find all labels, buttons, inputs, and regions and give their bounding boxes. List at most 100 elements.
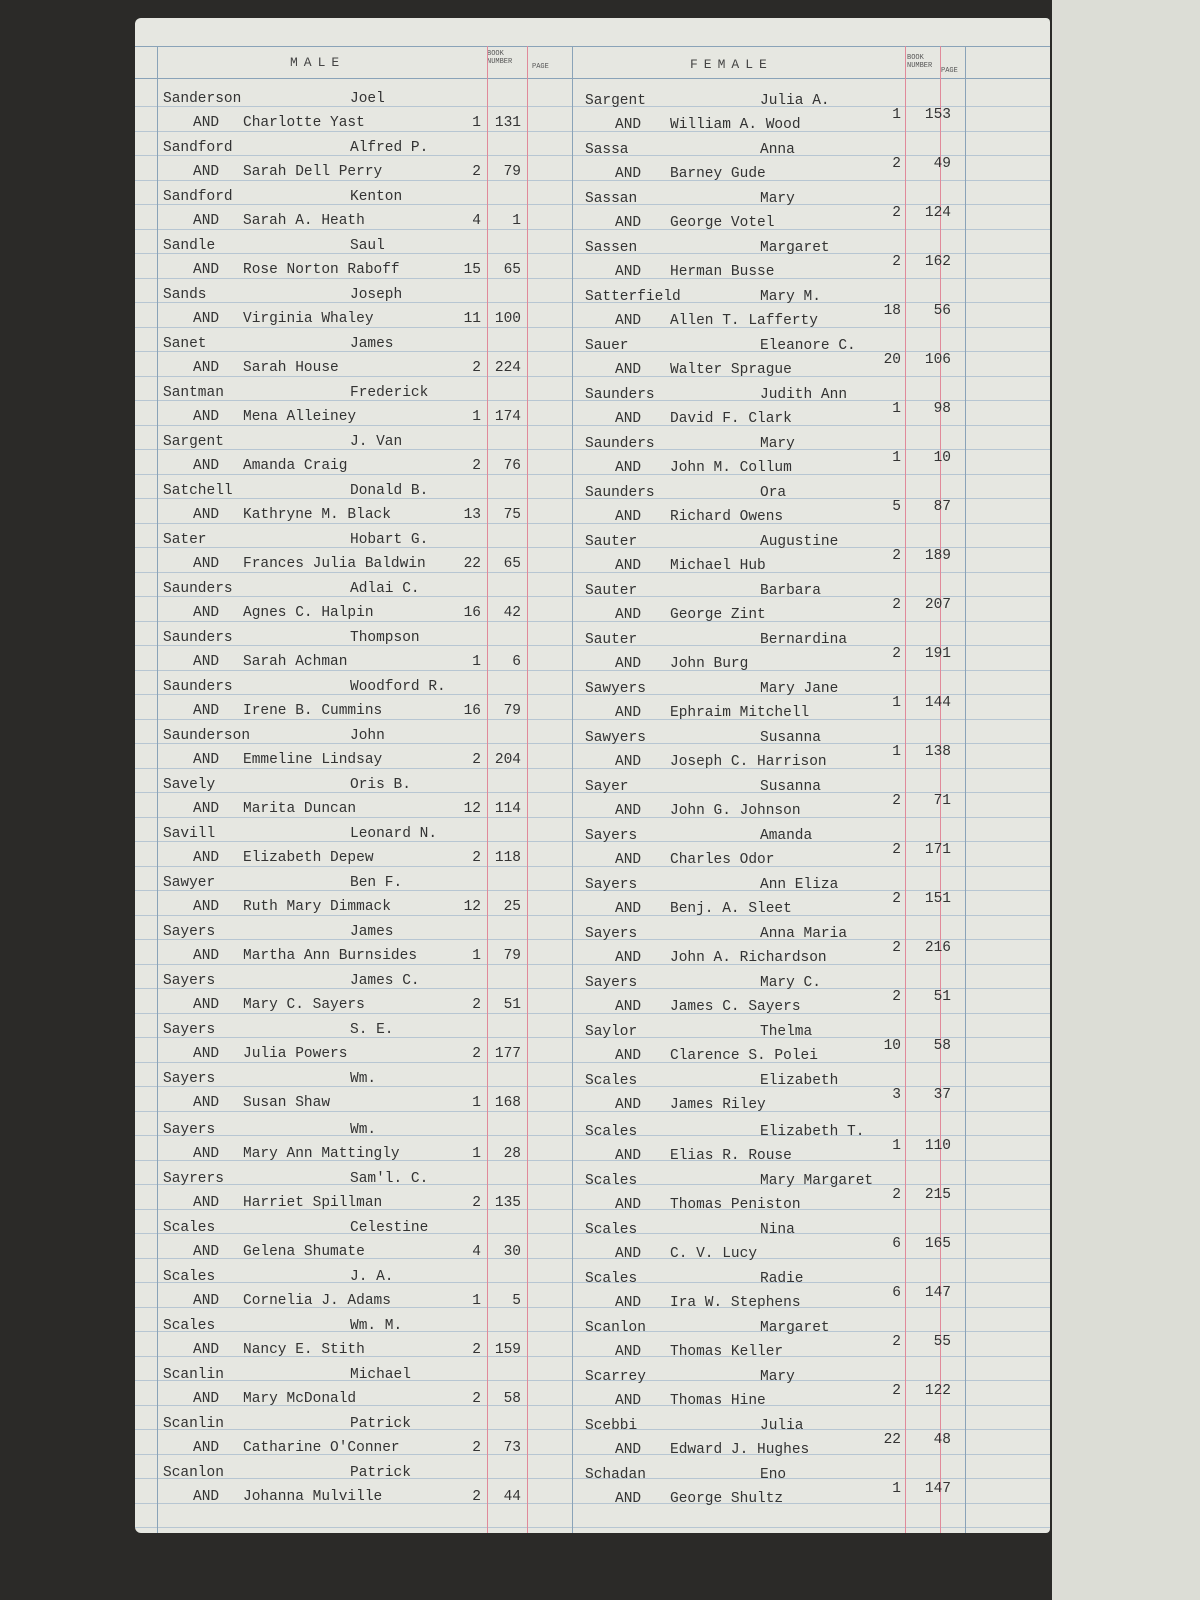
ruled-line (135, 767, 1050, 769)
surname: Sandford (163, 140, 233, 156)
page-number: 51 (503, 997, 521, 1013)
page-number: 171 (924, 842, 951, 858)
ruled-line (135, 155, 1050, 156)
ruled-line (135, 1184, 1050, 1185)
ruled-line (135, 326, 1050, 328)
given-name: Wm. (350, 1122, 377, 1138)
book-number: 2 (472, 458, 481, 474)
header-rule (135, 46, 1050, 47)
surname: Satterfield (585, 289, 681, 305)
page-number: 49 (933, 156, 951, 172)
column-rule (527, 46, 528, 1533)
spouse-name: Barney Gude (670, 166, 766, 182)
spouse-name: Marita Duncan (243, 801, 357, 817)
given-name: Ann Eliza (760, 877, 839, 893)
ruled-line (135, 473, 1050, 475)
and-word: AND (615, 803, 642, 819)
page-number: 165 (924, 1236, 951, 1252)
given-name: Thompson (350, 630, 420, 646)
page-number: 42 (503, 605, 521, 621)
book-number: 3 (892, 1087, 901, 1103)
ruled-line (135, 1208, 1050, 1210)
spouse-name: Walter Sprague (670, 362, 792, 378)
page-number: 100 (494, 311, 521, 327)
surname: Santman (163, 385, 224, 401)
spouse-name: Thomas Hine (670, 1393, 766, 1409)
surname: Saunders (585, 485, 655, 501)
given-name: Eno (760, 1467, 787, 1483)
ruled-line (135, 1502, 1050, 1504)
ruled-line (135, 302, 1050, 303)
page-number: 122 (924, 1383, 951, 1399)
book-number: 1 (892, 695, 901, 711)
spouse-name: Ruth Mary Dimmack (243, 899, 391, 915)
given-name: J. A. (350, 1269, 394, 1285)
surname: Sauer (585, 338, 629, 354)
book-number: 20 (883, 352, 901, 368)
book-number: 1 (892, 1481, 901, 1497)
and-word: AND (193, 605, 220, 621)
page-number: 144 (924, 695, 951, 711)
page-number: 118 (494, 850, 521, 866)
book-number: 16 (463, 703, 481, 719)
ruled-line (135, 571, 1050, 573)
and-word: AND (193, 213, 220, 229)
surname: Scarrey (585, 1369, 646, 1385)
book-number: 1 (472, 654, 481, 670)
and-word: AND (193, 1244, 220, 1260)
given-name: Mary (760, 191, 795, 207)
spouse-name: John Burg (670, 656, 749, 672)
ruled-line (135, 620, 1050, 622)
book-number: 6 (892, 1285, 901, 1301)
page-number: 191 (924, 646, 951, 662)
page-number: 189 (924, 548, 951, 564)
given-name: Hobart G. (350, 532, 429, 548)
book-number: 2 (892, 646, 901, 662)
spouse-name: Ira W. Stephens (670, 1295, 801, 1311)
book-number: 22 (463, 556, 481, 572)
page-number: 58 (933, 1038, 951, 1054)
and-word: AND (193, 1293, 220, 1309)
given-name: Amanda (760, 828, 813, 844)
surname: Sanderson (163, 91, 242, 107)
ruled-line (135, 1527, 1050, 1528)
surname: Sanet (163, 336, 207, 352)
page-number: 37 (933, 1087, 951, 1103)
given-name: Celestine (350, 1220, 429, 1236)
spouse-name: David F. Clark (670, 411, 792, 427)
given-name: J. Van (350, 434, 403, 450)
spouse-name: Harriet Spillman (243, 1195, 383, 1211)
column-rule (157, 46, 158, 1533)
surname: Savely (163, 777, 216, 793)
spouse-name: George Shultz (670, 1491, 784, 1507)
book-header: BOOK NUMBER (487, 50, 513, 66)
and-word: AND (615, 1393, 642, 1409)
given-name: Sam'l. C. (350, 1171, 429, 1187)
ruled-line (135, 718, 1050, 720)
and-word: AND (193, 703, 220, 719)
given-name: Elizabeth T. (760, 1124, 865, 1140)
spouse-name: George Zint (670, 607, 766, 623)
surname: Scales (585, 1124, 638, 1140)
surname: Scanlin (163, 1416, 224, 1432)
surname: Savill (163, 826, 216, 842)
surname: Sawyers (585, 730, 646, 746)
and-word: AND (193, 458, 220, 474)
ruled-line (135, 1012, 1050, 1014)
ruled-line (135, 1135, 1050, 1136)
spouse-name: Gelena Shumate (243, 1244, 365, 1260)
spouse-name: Edward J. Hughes (670, 1442, 810, 1458)
book-number: 2 (892, 989, 901, 1005)
and-word: AND (615, 950, 642, 966)
next-page-edge (1052, 0, 1200, 1600)
page-number: 151 (924, 891, 951, 907)
given-name: Alfred P. (350, 140, 429, 156)
ruled-line (135, 1159, 1050, 1161)
ruled-line (135, 498, 1050, 499)
surname: Saunders (163, 679, 233, 695)
spouse-name: Charlotte Yast (243, 115, 365, 131)
page-number: 73 (503, 1440, 521, 1456)
spouse-name: Johanna Mulville (243, 1489, 383, 1505)
book-number: 1 (472, 1293, 481, 1309)
book-number: 2 (472, 1195, 481, 1211)
